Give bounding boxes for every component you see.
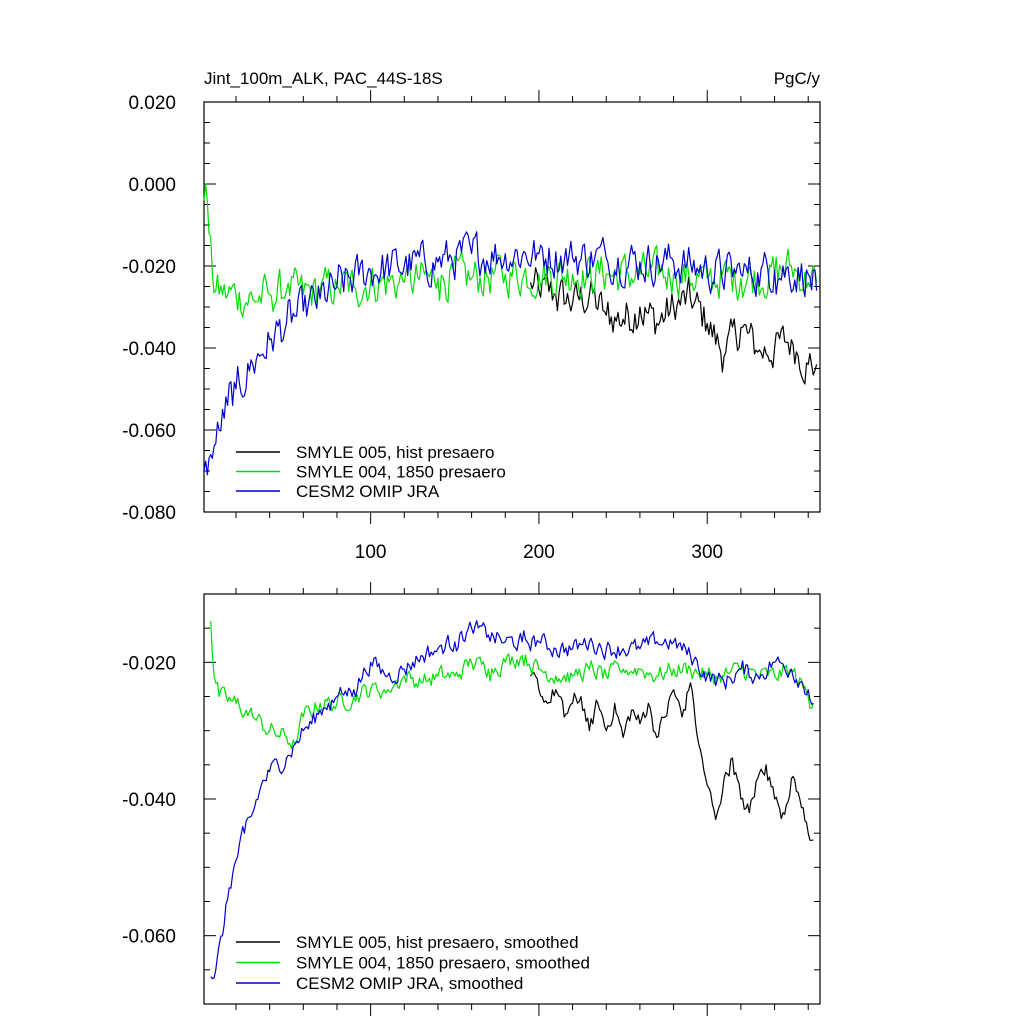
legend-label: SMYLE 004, 1850 presaero [296, 463, 506, 482]
series-line [529, 267, 818, 385]
legend-label: SMYLE 004, 1850 presaero, smoothed [296, 954, 590, 973]
legend-label: SMYLE 005, hist presaero [296, 443, 494, 462]
y-tick-label: -0.080 [122, 503, 176, 524]
y-tick-label: -0.020 [122, 257, 176, 278]
series-line [530, 671, 814, 841]
x-tick-label: 100 [355, 542, 387, 563]
y-tick-label: 0.000 [128, 175, 176, 196]
chart-units: PgC/y [774, 69, 821, 88]
legend-label: CESM2 OMIP JRA [296, 482, 440, 501]
legend-label: SMYLE 005, hist presaero, smoothed [296, 933, 579, 952]
y-tick-label: -0.040 [122, 790, 176, 811]
x-tick-label: 200 [523, 542, 555, 563]
top-panel: -0.080 -0.060 -0.040 -0.020 0.000 0.020 100 200… [122, 69, 821, 563]
y-tick-label: -0.040 [122, 339, 176, 360]
bottom-panel: -0.060 -0.040 -0.020 SMYLE 005, hist presae… [122, 582, 821, 1016]
legend-label: CESM2 OMIP JRA, smoothed [296, 974, 523, 993]
series-line [203, 231, 818, 476]
y-tick-label: -0.020 [122, 653, 176, 674]
chart-title: Jint_100m_ALK, PAC_44S-18S [204, 69, 443, 88]
series-line [210, 621, 814, 750]
y-tick-label: -0.060 [122, 927, 176, 948]
y-tick-label: 0.020 [128, 93, 176, 114]
y-tick-label: -0.060 [122, 421, 176, 442]
series-line [210, 620, 814, 980]
x-tick-label: 300 [691, 542, 723, 563]
series-line [203, 183, 818, 318]
